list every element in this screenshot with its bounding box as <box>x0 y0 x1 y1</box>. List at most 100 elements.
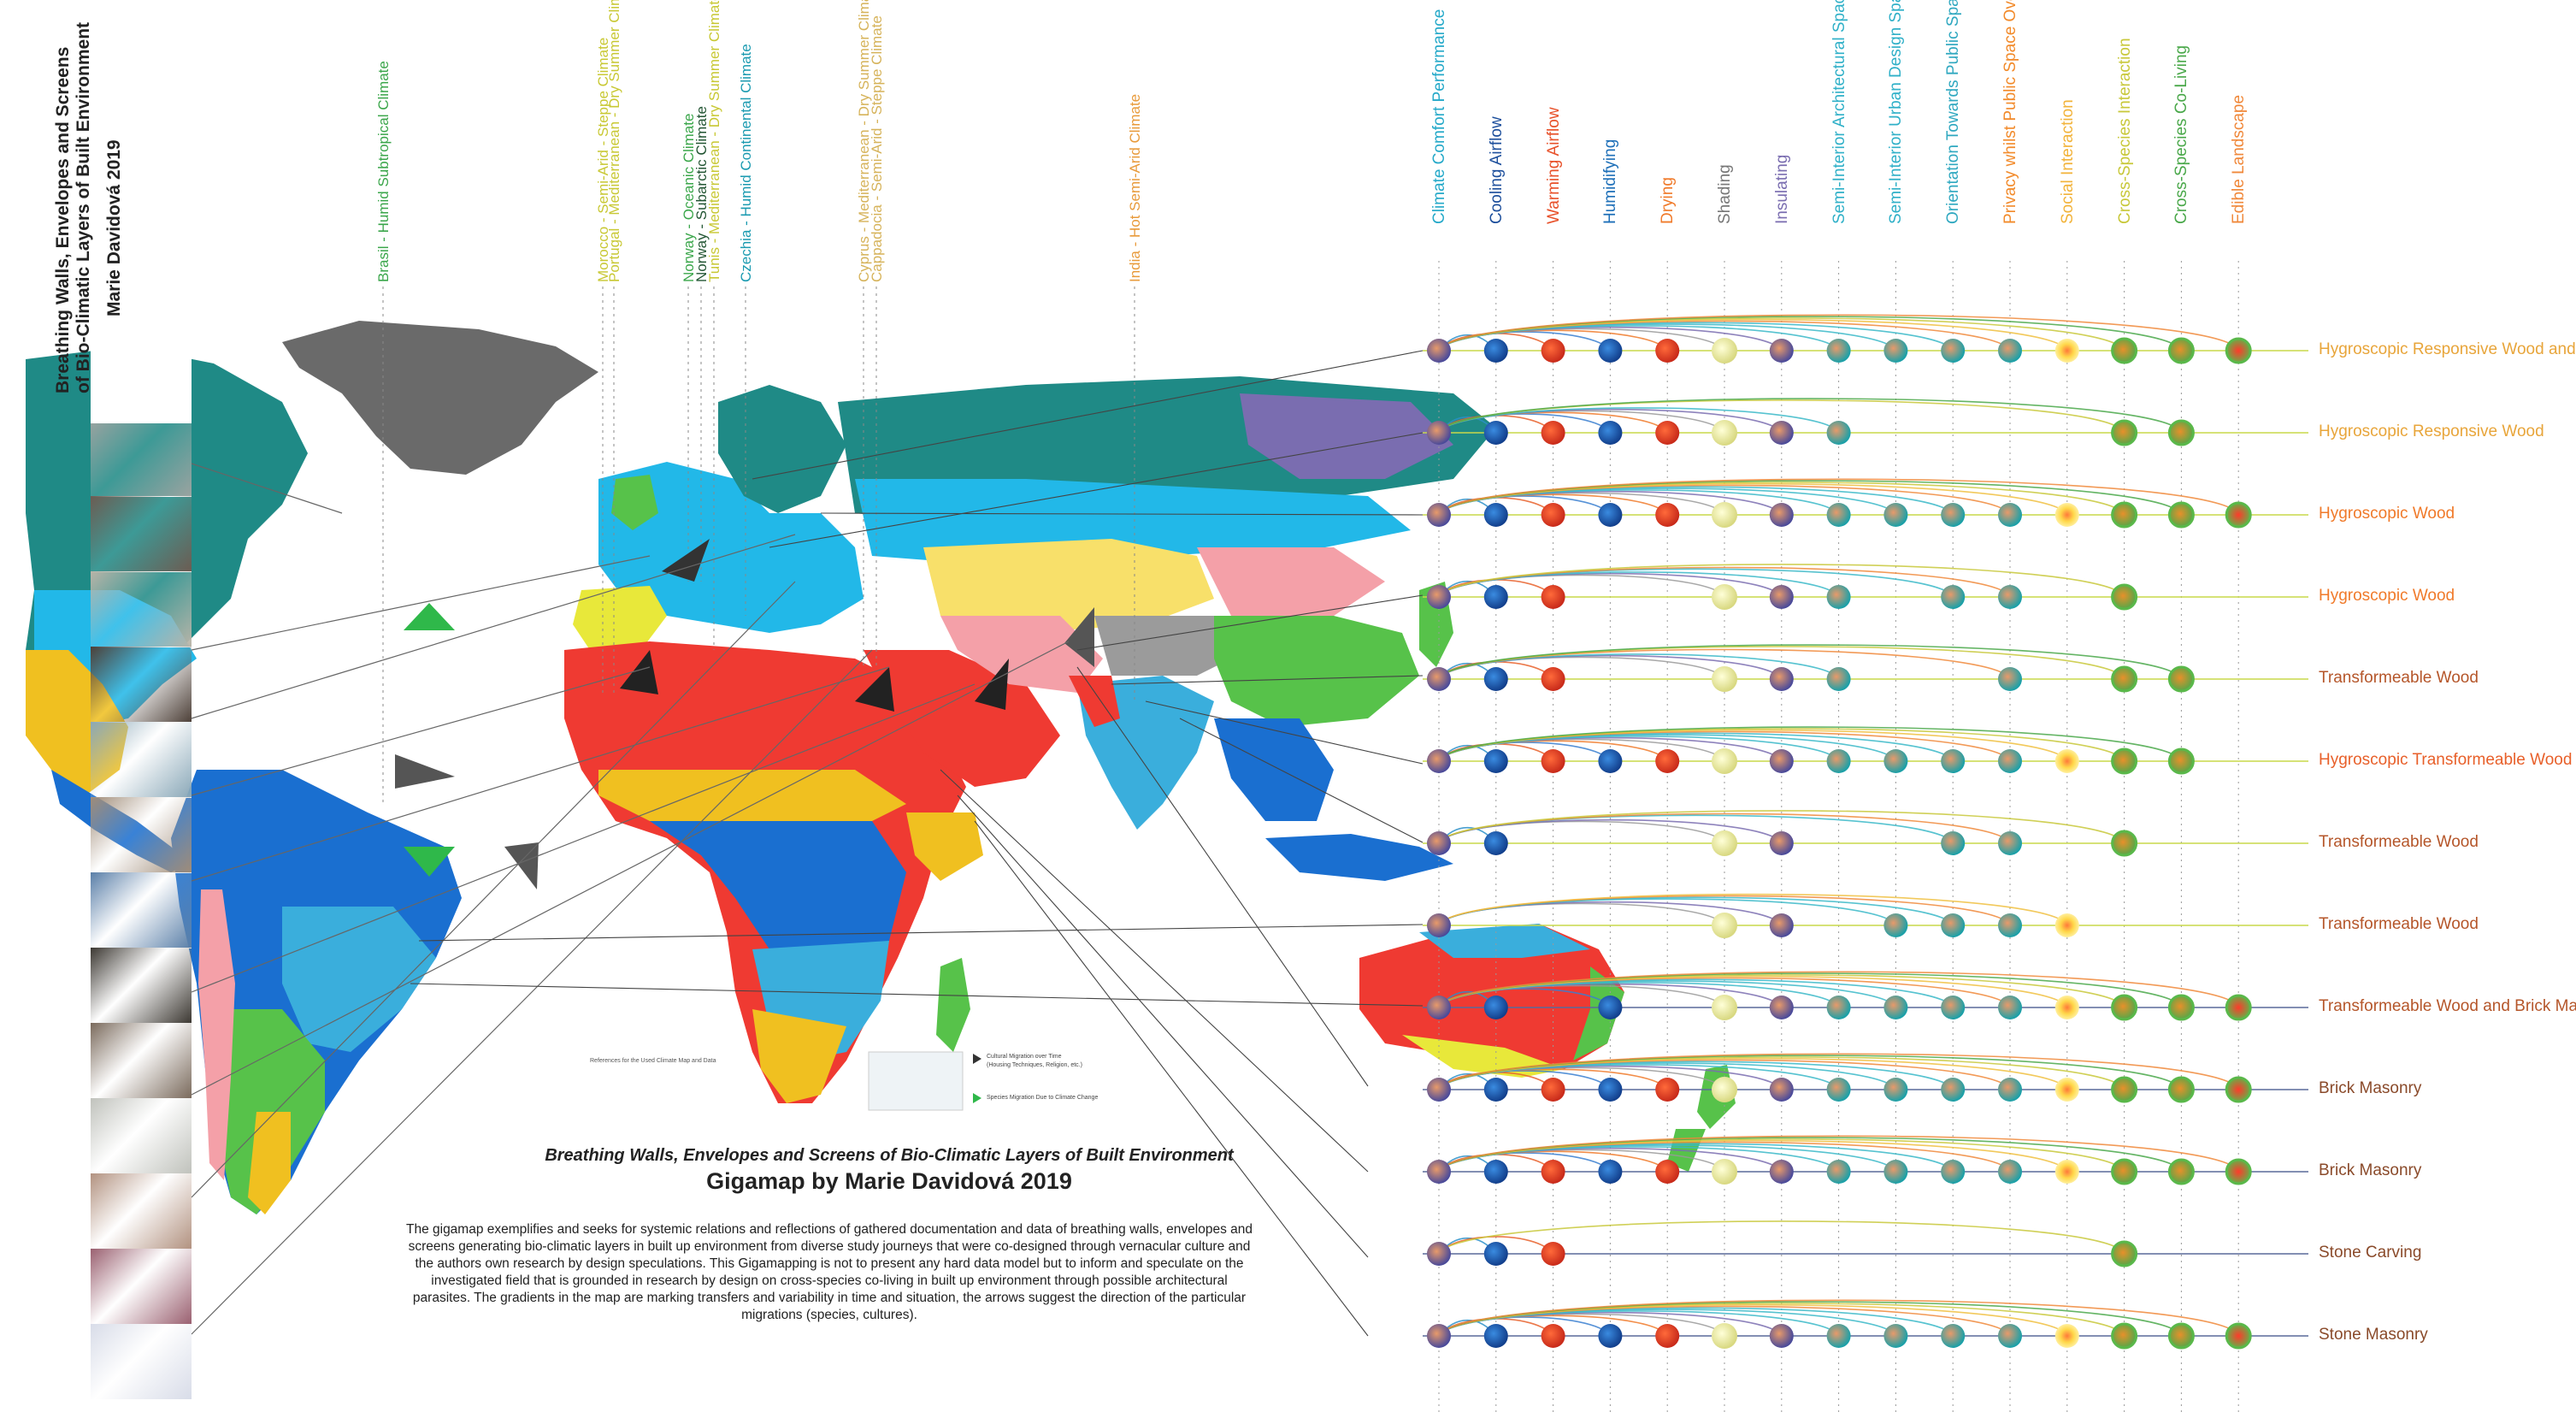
cultural-arrow <box>662 539 710 582</box>
feature-bubble <box>1483 503 1508 527</box>
feature-bubble <box>1769 913 1794 937</box>
feature-bubble <box>1483 1078 1508 1102</box>
feature-bubble <box>1483 1160 1508 1184</box>
map-africa-south <box>752 1009 846 1103</box>
map-scandinavia <box>718 385 846 513</box>
category-label: Semi-Interior Architectural Spaces <box>1830 0 1848 224</box>
feature-bubble <box>1998 749 2022 773</box>
map-se-asia <box>1214 718 1334 821</box>
material-label: Transformeable Wood and Brick Masonry <box>2319 997 2576 1015</box>
feature-bubble <box>1826 503 1851 527</box>
map-sa-patagonia <box>248 1112 291 1214</box>
feature-bubble <box>1769 996 1794 1019</box>
feature-relation-arc <box>1438 398 2183 434</box>
feature-bubble <box>2054 503 2079 527</box>
feature-relation-arc <box>1438 738 1725 762</box>
feature-bubble <box>1769 1160 1794 1184</box>
matrix-guides <box>1438 261 2239 1415</box>
species-arrow <box>404 603 455 630</box>
feature-bubble <box>2054 749 2079 773</box>
cultural-arrow <box>395 754 455 789</box>
material-label: Brick Masonry <box>2319 1079 2422 1097</box>
reference-photo <box>91 872 192 948</box>
feature-bubble <box>2111 1158 2138 1185</box>
feature-relation-arc <box>1438 1053 2239 1090</box>
feature-relation-arc <box>1438 902 1725 926</box>
feature-bubble <box>1598 1324 1623 1348</box>
reference-photo <box>91 571 192 647</box>
climate-label: Czechia - Humid Continental Climate <box>738 44 754 282</box>
feature-bubble <box>1769 585 1794 609</box>
feature-relation-arc <box>1438 328 1725 352</box>
reference-photo <box>91 797 192 873</box>
map-greenland <box>282 321 598 475</box>
feature-bubble <box>1483 1242 1508 1266</box>
feature-relation-arc <box>1438 644 2183 680</box>
feature-relation-arc <box>1438 893 2068 926</box>
feature-bubble <box>1712 748 1737 774</box>
feature-bubble <box>1712 502 1737 528</box>
feature-bubble <box>1483 421 1508 445</box>
feature-bubble <box>1769 831 1794 855</box>
feature-bubble <box>1541 1160 1565 1184</box>
feature-bubble <box>2225 501 2252 529</box>
feature-bubble <box>1826 667 1851 691</box>
feature-bubble <box>2111 501 2138 529</box>
feature-bubble <box>1941 1324 1966 1348</box>
category-label: Cooling Airflow <box>1487 116 1506 224</box>
feature-relation-arc <box>1438 1303 2068 1337</box>
feature-bubble <box>1427 749 1451 773</box>
map-mongolia <box>1197 547 1385 616</box>
feature-bubble <box>1541 339 1565 363</box>
feature-bubble <box>1769 339 1794 363</box>
feature-bubble <box>1483 585 1508 609</box>
feature-bubble <box>1883 996 1908 1019</box>
feature-bubble <box>1427 996 1451 1019</box>
reference-photo <box>91 722 192 798</box>
feature-bubble <box>2111 583 2138 611</box>
feature-bubble <box>1483 831 1508 855</box>
feature-bubble <box>1883 1078 1908 1102</box>
feature-relation-arc <box>1438 820 1725 844</box>
migration-arrows <box>395 539 1094 889</box>
feature-bubble <box>2054 1160 2079 1184</box>
feature-bubble <box>1941 503 1966 527</box>
feature-relation-arc <box>1438 1313 1725 1337</box>
category-label: Orientation Towards Public Space <box>1944 0 1963 224</box>
feature-bubble <box>1655 1160 1680 1184</box>
category-label: Edible Landscape <box>2230 94 2249 224</box>
material-label: Transformeable Wood <box>2319 915 2479 933</box>
cultural-arrow <box>855 667 894 712</box>
material-label: Brick Masonry <box>2319 1161 2422 1179</box>
feature-bubble <box>1883 339 1908 363</box>
material-label: Transformeable Wood <box>2319 669 2479 687</box>
map-africa-sahel <box>598 770 906 821</box>
feature-bubble <box>1483 749 1508 773</box>
category-label: Privacy whilst Public Space Overview <box>2001 0 2019 224</box>
feature-bubble <box>2111 994 2138 1021</box>
feature-relation-arc <box>1438 1220 2125 1255</box>
feature-relation-arc <box>1438 574 1725 598</box>
feature-bubble <box>2167 1076 2195 1103</box>
feature-bubble <box>2111 1076 2138 1103</box>
category-label: Drying <box>1659 177 1677 224</box>
feature-bubble <box>1483 339 1508 363</box>
feature-bubble <box>1541 585 1565 609</box>
climate-label: Brasil - Humid Subtropical Climate <box>375 61 392 282</box>
feature-matrix <box>1423 314 2308 1350</box>
main-subtitle: Gigamap by Marie Davidová 2019 <box>706 1168 1072 1194</box>
feature-bubble <box>1712 338 1737 363</box>
feature-bubble <box>2111 1322 2138 1350</box>
material-label: Hygroscopic Responsive Wood <box>2319 422 2544 440</box>
reference-photo <box>91 1173 192 1250</box>
map-to-material-connectors <box>410 350 1424 1337</box>
map-russia-east <box>1240 393 1453 479</box>
feature-relation-arc <box>1438 896 1954 926</box>
feature-bubble <box>1826 996 1851 1019</box>
feature-bubble <box>1769 1078 1794 1102</box>
feature-bubble <box>1826 585 1851 609</box>
map-madagascar <box>936 958 970 1052</box>
feature-bubble <box>1712 1159 1737 1185</box>
map-china <box>1214 616 1419 727</box>
feature-bubble <box>1998 1160 2022 1184</box>
